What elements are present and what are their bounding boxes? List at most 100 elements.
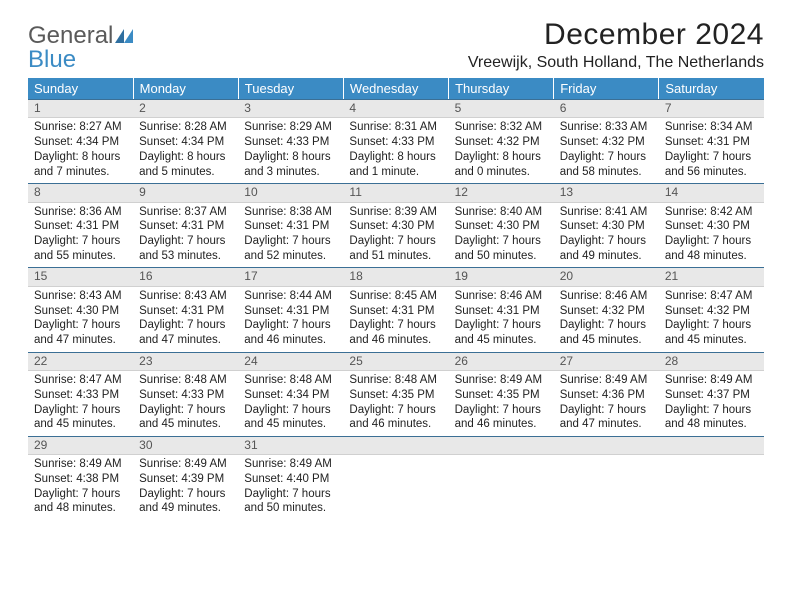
daylight-line: Daylight: 8 hours and 1 minute. [349, 151, 435, 178]
daylight-line: Daylight: 7 hours and 50 minutes. [455, 235, 541, 262]
day-body: Sunrise: 8:47 AMSunset: 4:32 PMDaylight:… [659, 287, 764, 352]
day-body: Sunrise: 8:40 AMSunset: 4:30 PMDaylight:… [449, 203, 554, 268]
sunset-line: Sunset: 4:30 PM [455, 220, 540, 232]
daylight-line: Daylight: 7 hours and 48 minutes. [665, 404, 751, 431]
sunrise-line: Sunrise: 8:42 AM [665, 206, 753, 218]
day-number: 21 [659, 267, 764, 286]
sunrise-line: Sunrise: 8:31 AM [349, 121, 437, 133]
calendar-day-cell: 11Sunrise: 8:39 AMSunset: 4:30 PMDayligh… [343, 183, 448, 267]
day-number [554, 436, 659, 455]
calendar-day-cell: 4Sunrise: 8:31 AMSunset: 4:33 PMDaylight… [343, 99, 448, 183]
month-title: December 2024 [468, 18, 764, 52]
sunset-line: Sunset: 4:31 PM [665, 136, 750, 148]
day-number: 3 [238, 99, 343, 118]
daylight-line: Daylight: 7 hours and 47 minutes. [560, 404, 646, 431]
calendar-day-cell: 13Sunrise: 8:41 AMSunset: 4:30 PMDayligh… [554, 183, 659, 267]
logo-text-2: Blue [28, 46, 76, 73]
calendar-day-cell [659, 436, 764, 520]
day-body: Sunrise: 8:49 AMSunset: 4:36 PMDaylight:… [554, 371, 659, 436]
daylight-line: Daylight: 7 hours and 56 minutes. [665, 151, 751, 178]
sunset-line: Sunset: 4:31 PM [349, 305, 434, 317]
daylight-line: Daylight: 8 hours and 7 minutes. [34, 151, 120, 178]
daylight-line: Daylight: 7 hours and 45 minutes. [34, 404, 120, 431]
day-number: 14 [659, 183, 764, 202]
logo-text: General Blue [28, 24, 133, 72]
calendar-day-cell: 9Sunrise: 8:37 AMSunset: 4:31 PMDaylight… [133, 183, 238, 267]
day-body: Sunrise: 8:49 AMSunset: 4:39 PMDaylight:… [133, 455, 238, 520]
daylight-line: Daylight: 7 hours and 47 minutes. [34, 319, 120, 346]
day-body: Sunrise: 8:45 AMSunset: 4:31 PMDaylight:… [343, 287, 448, 352]
sunrise-line: Sunrise: 8:48 AM [139, 374, 227, 386]
calendar-table: SundayMondayTuesdayWednesdayThursdayFrid… [28, 78, 764, 520]
sunrise-line: Sunrise: 8:49 AM [455, 374, 543, 386]
day-number [659, 436, 764, 455]
day-number: 19 [449, 267, 554, 286]
sunset-line: Sunset: 4:31 PM [34, 220, 119, 232]
day-body: Sunrise: 8:32 AMSunset: 4:32 PMDaylight:… [449, 118, 554, 183]
calendar-day-cell: 16Sunrise: 8:43 AMSunset: 4:31 PMDayligh… [133, 267, 238, 351]
calendar-day-cell: 14Sunrise: 8:42 AMSunset: 4:30 PMDayligh… [659, 183, 764, 267]
calendar-day-cell: 15Sunrise: 8:43 AMSunset: 4:30 PMDayligh… [28, 267, 133, 351]
calendar-day-cell: 20Sunrise: 8:46 AMSunset: 4:32 PMDayligh… [554, 267, 659, 351]
daylight-line: Daylight: 7 hours and 55 minutes. [34, 235, 120, 262]
sunrise-line: Sunrise: 8:49 AM [560, 374, 648, 386]
daylight-line: Daylight: 8 hours and 5 minutes. [139, 151, 225, 178]
sunrise-line: Sunrise: 8:48 AM [349, 374, 437, 386]
day-body: Sunrise: 8:31 AMSunset: 4:33 PMDaylight:… [343, 118, 448, 183]
weekday-wednesday: Wednesday [343, 78, 448, 99]
day-body: Sunrise: 8:49 AMSunset: 4:40 PMDaylight:… [238, 455, 343, 520]
day-body: Sunrise: 8:28 AMSunset: 4:34 PMDaylight:… [133, 118, 238, 183]
sunrise-line: Sunrise: 8:49 AM [139, 458, 227, 470]
calendar-week-row: 1Sunrise: 8:27 AMSunset: 4:34 PMDaylight… [28, 99, 764, 183]
daylight-line: Daylight: 8 hours and 3 minutes. [244, 151, 330, 178]
calendar-day-cell: 28Sunrise: 8:49 AMSunset: 4:37 PMDayligh… [659, 352, 764, 436]
weekday-sunday: Sunday [28, 78, 133, 99]
sunset-line: Sunset: 4:30 PM [349, 220, 434, 232]
sunset-line: Sunset: 4:31 PM [139, 220, 224, 232]
sunrise-line: Sunrise: 8:37 AM [139, 206, 227, 218]
sunrise-line: Sunrise: 8:49 AM [665, 374, 753, 386]
day-number: 25 [343, 352, 448, 371]
day-body: Sunrise: 8:48 AMSunset: 4:33 PMDaylight:… [133, 371, 238, 436]
calendar-day-cell: 21Sunrise: 8:47 AMSunset: 4:32 PMDayligh… [659, 267, 764, 351]
day-number [343, 436, 448, 455]
sunset-line: Sunset: 4:31 PM [244, 305, 329, 317]
sunrise-line: Sunrise: 8:43 AM [139, 290, 227, 302]
sunrise-line: Sunrise: 8:49 AM [244, 458, 332, 470]
daylight-line: Daylight: 7 hours and 46 minutes. [349, 404, 435, 431]
calendar-day-cell [554, 436, 659, 520]
day-number: 29 [28, 436, 133, 455]
day-body: Sunrise: 8:44 AMSunset: 4:31 PMDaylight:… [238, 287, 343, 352]
daylight-line: Daylight: 7 hours and 47 minutes. [139, 319, 225, 346]
calendar-day-cell: 26Sunrise: 8:49 AMSunset: 4:35 PMDayligh… [449, 352, 554, 436]
sunrise-line: Sunrise: 8:47 AM [665, 290, 753, 302]
sunset-line: Sunset: 4:34 PM [34, 136, 119, 148]
logo-mark-icon [115, 24, 133, 48]
calendar-day-cell: 8Sunrise: 8:36 AMSunset: 4:31 PMDaylight… [28, 183, 133, 267]
daylight-line: Daylight: 7 hours and 53 minutes. [139, 235, 225, 262]
sunset-line: Sunset: 4:32 PM [560, 305, 645, 317]
day-body: Sunrise: 8:34 AMSunset: 4:31 PMDaylight:… [659, 118, 764, 183]
sunrise-line: Sunrise: 8:32 AM [455, 121, 543, 133]
sunset-line: Sunset: 4:31 PM [455, 305, 540, 317]
sunrise-line: Sunrise: 8:29 AM [244, 121, 332, 133]
sunset-line: Sunset: 4:35 PM [455, 389, 540, 401]
day-body: Sunrise: 8:36 AMSunset: 4:31 PMDaylight:… [28, 203, 133, 268]
logo-text-1: General [28, 22, 113, 49]
sunset-line: Sunset: 4:33 PM [139, 389, 224, 401]
calendar-day-cell: 3Sunrise: 8:29 AMSunset: 4:33 PMDaylight… [238, 99, 343, 183]
sunset-line: Sunset: 4:37 PM [665, 389, 750, 401]
calendar-day-cell: 18Sunrise: 8:45 AMSunset: 4:31 PMDayligh… [343, 267, 448, 351]
calendar-day-cell: 27Sunrise: 8:49 AMSunset: 4:36 PMDayligh… [554, 352, 659, 436]
day-number: 15 [28, 267, 133, 286]
calendar-day-cell: 19Sunrise: 8:46 AMSunset: 4:31 PMDayligh… [449, 267, 554, 351]
sunset-line: Sunset: 4:35 PM [349, 389, 434, 401]
day-number: 30 [133, 436, 238, 455]
daylight-line: Daylight: 8 hours and 0 minutes. [455, 151, 541, 178]
calendar-day-cell: 12Sunrise: 8:40 AMSunset: 4:30 PMDayligh… [449, 183, 554, 267]
weekday-header-row: SundayMondayTuesdayWednesdayThursdayFrid… [28, 78, 764, 99]
weekday-monday: Monday [133, 78, 238, 99]
calendar-day-cell: 1Sunrise: 8:27 AMSunset: 4:34 PMDaylight… [28, 99, 133, 183]
daylight-line: Daylight: 7 hours and 58 minutes. [560, 151, 646, 178]
calendar-day-cell [343, 436, 448, 520]
